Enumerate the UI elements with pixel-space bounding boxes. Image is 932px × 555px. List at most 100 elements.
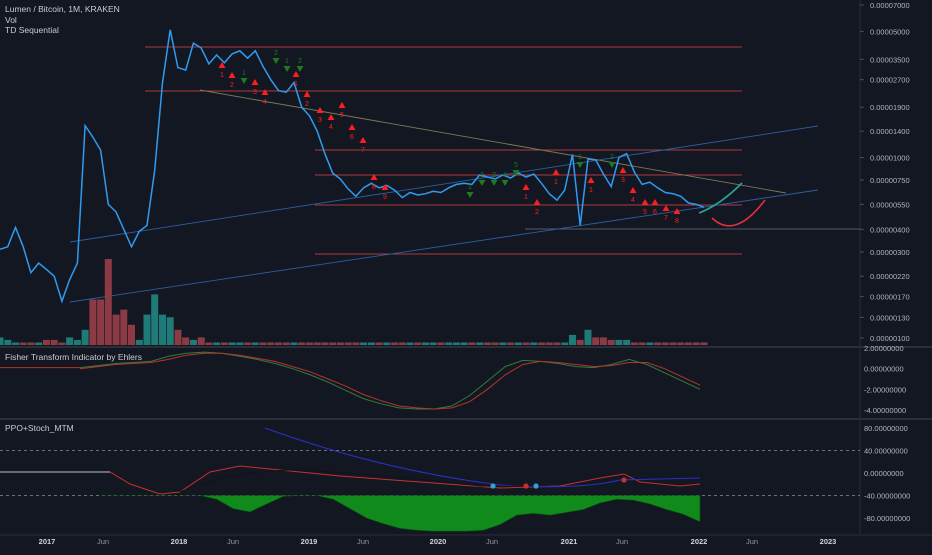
volume-bar <box>630 342 638 345</box>
ppo-tick-label: -40.00000000 <box>864 492 910 501</box>
volume-bar <box>42 339 50 345</box>
trend-line-lower <box>69 189 819 303</box>
price-tick-label: 0.00000400 <box>870 225 910 234</box>
td-sell-marker <box>641 199 649 205</box>
td-sell-marker <box>316 107 324 113</box>
td-sell-marker <box>218 62 226 68</box>
td-sell-count: 2 <box>230 82 234 89</box>
td-sell-count: 3 <box>318 117 322 124</box>
ppo-pane-title[interactable]: PPO+Stoch_MTM <box>5 423 74 433</box>
time-tick-label: Jun <box>97 537 109 546</box>
price-tick-label: 0.00001000 <box>870 154 910 163</box>
volume-bar <box>4 339 12 345</box>
volume-bar <box>538 342 546 345</box>
td-sell-marker <box>359 137 367 143</box>
volume-bar <box>367 342 375 345</box>
price-tick-label: 0.00000130 <box>870 313 910 322</box>
volume-bar <box>244 342 252 345</box>
volume-bar <box>205 342 213 345</box>
price-tick-label: 0.00000550 <box>870 200 910 209</box>
ppo-dark-line <box>179 469 540 493</box>
td-sell-count: 1 <box>589 187 593 194</box>
legend-vol[interactable]: Vol <box>5 14 17 25</box>
td-buy-count: 4 <box>503 172 507 179</box>
volume-bar <box>12 342 19 345</box>
td-sell-count: 7 <box>664 215 668 222</box>
td-buy-count: 2 <box>298 58 302 65</box>
volume-bar <box>259 342 267 345</box>
time-tick-label: Jun <box>746 537 758 546</box>
volume-bar <box>35 342 43 345</box>
legend-title[interactable]: Lumen / Bitcoin, 1M, KRAKEN <box>5 4 120 14</box>
td-buy-count: 1 <box>578 154 582 161</box>
td-buy-marker <box>501 180 509 186</box>
td-sell-count: 7 <box>361 147 365 154</box>
volume-bar <box>499 342 507 345</box>
td-sell-count: 8 <box>372 184 376 191</box>
fisher-tick-label: -4.00000000 <box>864 406 906 415</box>
volume-bar <box>661 342 669 345</box>
fisher-tick-label: -2.00000000 <box>864 385 906 394</box>
price-tick-label: 0.00003500 <box>870 55 910 64</box>
volume-bar <box>685 342 692 345</box>
volume-bar <box>50 339 58 345</box>
td-buy-marker <box>240 78 248 84</box>
td-sell-marker <box>292 71 300 77</box>
td-sell-marker <box>552 169 560 175</box>
td-buy-count: 2 <box>610 154 614 161</box>
price-tick-label: 0.00002700 <box>870 76 910 85</box>
trend-line-upper <box>69 125 819 243</box>
td-sell-marker <box>629 187 637 193</box>
td-buy-marker <box>490 180 498 186</box>
volume-bar <box>336 342 344 345</box>
td-buy-count: 1 <box>468 184 472 191</box>
td-buy-marker <box>478 180 486 186</box>
price-tick-label: 0.00000750 <box>870 176 910 185</box>
volume-bar <box>81 329 89 345</box>
time-tick-label: 2021 <box>561 537 578 546</box>
td-buy-marker <box>296 66 304 72</box>
volume-bar <box>437 342 445 345</box>
fisher-line <box>79 351 701 410</box>
td-sell-marker <box>619 167 627 173</box>
td-sell-marker <box>303 91 311 97</box>
td-sell-count: 6 <box>653 209 657 216</box>
volume-bar <box>445 342 453 345</box>
price-tick-label: 0.00000220 <box>870 272 910 281</box>
price-line <box>0 29 705 304</box>
td-sell-count: 2 <box>535 209 539 216</box>
td-sell-marker <box>533 199 541 205</box>
ppo-tick-label: 0.00000000 <box>864 469 904 478</box>
td-sell-marker <box>370 174 378 180</box>
volume-bar <box>569 334 576 345</box>
time-tick-label: 2017 <box>39 537 56 546</box>
td-buy-marker <box>576 162 584 168</box>
price-tick-label: 0.00001900 <box>870 103 910 112</box>
volume-bar <box>607 339 615 345</box>
volume-bar <box>599 337 607 345</box>
td-buy-count: 3 <box>492 172 496 179</box>
volume-bar <box>391 342 399 345</box>
time-tick-label: 2019 <box>301 537 318 546</box>
volume-bar <box>236 342 244 345</box>
fisher-pane-title[interactable]: Fisher Transform Indicator by Ehlers <box>5 352 142 362</box>
volume-bar <box>468 342 476 345</box>
time-tick-label: Jun <box>486 537 498 546</box>
td-sell-count: 5 <box>643 209 647 216</box>
td-buy-marker <box>283 66 291 72</box>
legend-td[interactable]: TD Sequential <box>5 25 59 35</box>
price-tick-label: 0.00000100 <box>870 334 910 343</box>
signal-dot <box>490 483 496 489</box>
td-sell-count: 4 <box>631 197 635 204</box>
td-sell-count: 1 <box>524 194 528 201</box>
volume-bar <box>383 342 391 345</box>
td-sell-count: 4 <box>329 124 333 131</box>
time-tick-label: Jun <box>357 537 369 546</box>
volume-bar <box>352 342 360 345</box>
volume-bar <box>220 342 228 345</box>
td-sell-count: 3 <box>253 89 257 96</box>
volume-bar <box>592 337 600 345</box>
volume-bar <box>128 324 135 345</box>
